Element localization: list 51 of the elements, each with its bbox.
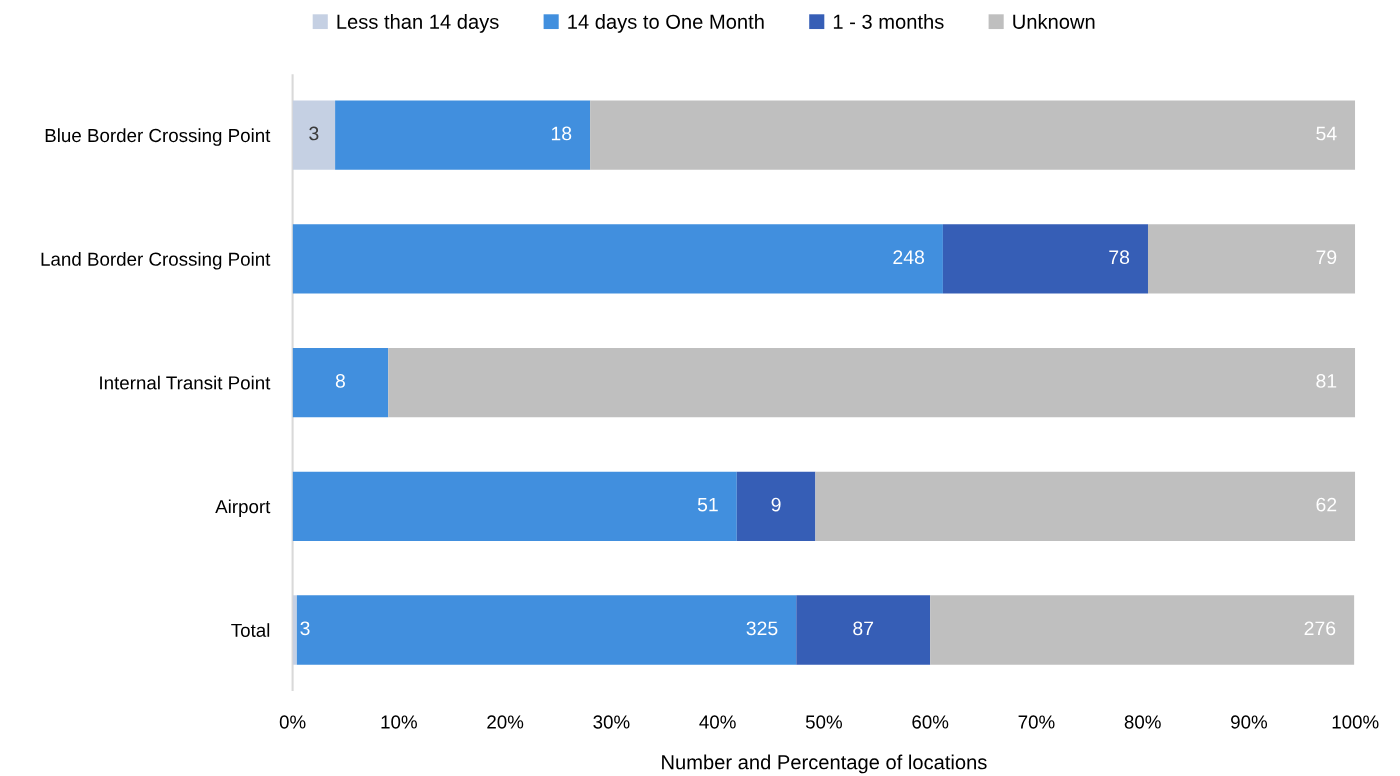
y-tick-label: Blue Border Crossing Point xyxy=(45,128,271,146)
x-tick-label: 60% xyxy=(912,715,949,729)
x-tick-label: 100% xyxy=(1332,715,1379,729)
annotation: 9 xyxy=(771,497,781,512)
bar xyxy=(590,100,1356,170)
bar xyxy=(942,224,1148,294)
legend-label: 1 - 3 months xyxy=(833,14,944,29)
annotation: 81 xyxy=(1316,374,1337,388)
annotation: 276 xyxy=(1304,621,1336,636)
x-tick-label: 90% xyxy=(1231,715,1268,729)
annotation: 54 xyxy=(1316,126,1337,141)
bar xyxy=(796,595,931,665)
x-tick-label: 50% xyxy=(805,715,842,729)
annotation: 325 xyxy=(746,621,778,636)
annotation: 51 xyxy=(697,497,718,512)
legend-label: Less than 14 days xyxy=(337,14,499,33)
bar xyxy=(292,595,297,665)
annotation: 79 xyxy=(1316,250,1337,265)
annotation: 8 xyxy=(335,374,345,388)
annotation: 3 xyxy=(309,126,319,141)
x-tick-label: 10% xyxy=(381,715,417,729)
annotation: 3 xyxy=(300,621,310,636)
bar xyxy=(815,471,1356,541)
x-axis-title: Number and Percentage of locations xyxy=(662,754,987,774)
x-tick-label: 0% xyxy=(279,715,306,729)
bar xyxy=(930,595,1355,665)
legend-label: Unknown xyxy=(1013,14,1095,29)
annotation: 87 xyxy=(853,621,874,636)
annotation: 248 xyxy=(893,250,925,265)
annotation: 18 xyxy=(551,126,572,141)
bar xyxy=(736,471,816,541)
annotation: 62 xyxy=(1316,497,1337,512)
bar xyxy=(1147,224,1356,294)
bar xyxy=(296,595,797,665)
bar xyxy=(292,224,943,294)
x-tick-label: 20% xyxy=(487,715,524,729)
annotation: 78 xyxy=(1109,250,1130,265)
y-tick-label: Airport xyxy=(215,499,271,517)
y-tick-label: Land Border Crossing Point xyxy=(41,252,271,270)
x-tick-label: 40% xyxy=(699,715,736,729)
x-tick-label: 30% xyxy=(593,715,630,729)
bar xyxy=(388,347,1356,418)
x-tick-label: 70% xyxy=(1018,715,1055,729)
bar xyxy=(335,100,591,170)
y-tick-label: Total xyxy=(231,623,270,637)
bar xyxy=(292,471,737,541)
x-tick-label: 80% xyxy=(1124,715,1161,729)
bar xyxy=(292,100,336,170)
legend-label: 14 days to One Month xyxy=(568,14,764,33)
bar xyxy=(292,347,389,418)
y-tick-label: Internal Transit Point xyxy=(100,375,271,390)
